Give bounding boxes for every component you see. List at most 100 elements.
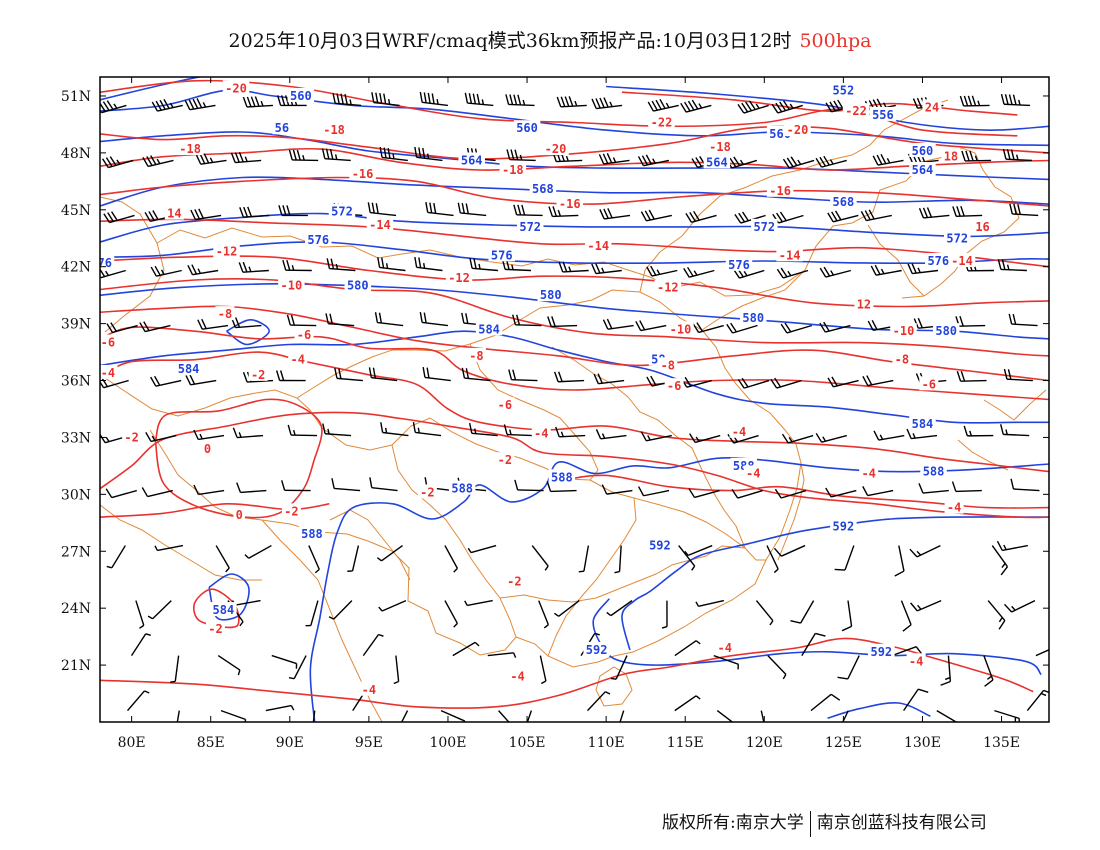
wind-barb (819, 266, 852, 278)
temperature-contour (558, 474, 1049, 509)
contour-label-bg (892, 351, 912, 366)
contour-label-bg (508, 668, 528, 683)
wind-barb (640, 209, 672, 222)
wind-barb (150, 265, 182, 277)
temperature-contour-label: -4 (909, 654, 923, 668)
wind-barb (154, 544, 184, 552)
height-contour-label: 576 (728, 258, 750, 272)
wind-barb (334, 368, 363, 382)
lon-tick-label: 100E (429, 735, 466, 751)
contour-label-bg (248, 366, 268, 381)
height-contour-label: 588 (923, 465, 945, 479)
temperature-contour (193, 588, 240, 629)
contour-label-bg (646, 537, 674, 552)
height-contour-label: 584 (178, 362, 200, 376)
contour-label-bg (654, 279, 682, 294)
temperature-contour-label: -2 (507, 575, 521, 589)
wind-barb (508, 369, 538, 382)
wind-barb (271, 654, 298, 669)
wind-barb (692, 322, 724, 334)
contour-label-bg (294, 327, 314, 341)
contour-label-bg (909, 142, 936, 157)
temperature-contour (154, 398, 323, 519)
temperature-contour-label: -10 (893, 324, 915, 338)
height-contour (309, 457, 1049, 722)
wind-barb (506, 149, 536, 162)
wind-barb (737, 377, 770, 389)
wind-barb (900, 600, 912, 632)
wind-barb (737, 100, 769, 114)
contour-label-bg (305, 232, 332, 247)
wind-barb (1000, 93, 1031, 107)
wind-barb (135, 600, 145, 629)
wind-barb (959, 95, 990, 107)
wind-barb (457, 202, 487, 217)
wind-barb (275, 370, 306, 382)
wind-barb (678, 545, 696, 571)
wind-barb (368, 367, 398, 382)
wind-barb (469, 257, 499, 272)
wind-barb (591, 97, 623, 110)
wind-barb (145, 431, 177, 443)
contour-label-bg (537, 287, 565, 302)
footer-left: 版权所有:南京大学 (662, 813, 804, 833)
wind-barb (312, 710, 316, 722)
contour-label-bg (583, 641, 610, 656)
wind-barb (539, 655, 547, 685)
wind-barb (414, 256, 443, 272)
temperature-contour-label: -4 (534, 427, 548, 441)
wind-barb (106, 545, 126, 569)
wind-barb (265, 704, 295, 712)
wind-barb (1009, 203, 1039, 217)
wind-barb (606, 600, 633, 617)
wind-barb (170, 655, 180, 683)
wind-barb (308, 545, 320, 574)
contour-label-bg (417, 484, 437, 499)
contour-label-bg (359, 681, 379, 696)
contour-label-bg (100, 334, 118, 349)
contour-label-bg (488, 247, 515, 262)
lat-tick-label: 21N (61, 658, 91, 674)
height-contour-label: 588 (451, 482, 473, 496)
wind-barb (827, 210, 859, 223)
temperature-contour-label: -6 (922, 377, 936, 391)
temperature-contour-label: -18 (502, 163, 524, 177)
wind-barb (780, 322, 813, 334)
wind-barb (647, 98, 679, 112)
wind-barb (983, 655, 994, 687)
wind-barb (468, 422, 498, 437)
wind-barb (422, 367, 451, 382)
contour-label-bg (278, 277, 305, 292)
wind-barb (215, 545, 230, 573)
contour-label-bg (176, 141, 204, 156)
lat-tick-label: 30N (61, 487, 91, 503)
contour-label-bg (776, 247, 803, 262)
wind-barb (371, 92, 400, 107)
wind-barb (126, 690, 150, 712)
height-contour-label: 560 (912, 144, 934, 158)
temperature-contour (100, 351, 1049, 473)
lon-tick-label: 105E (509, 735, 546, 751)
wind-barb (538, 600, 550, 629)
height-contour-label: 592 (649, 539, 671, 553)
wind-barb (790, 600, 815, 624)
wind-barb (837, 655, 860, 680)
temperature-contour-label: -14 (951, 254, 973, 268)
contour-label-bg (281, 503, 301, 518)
wind-barb (918, 207, 950, 219)
wind-barb (103, 211, 135, 224)
lon-tick-label: 85E (197, 735, 225, 751)
wind-barb (503, 424, 534, 437)
wind-barb (464, 599, 493, 607)
lon-tick-label: 125E (825, 735, 862, 751)
height-contour-label: 564 (706, 155, 728, 169)
lon-tick-label: 130E (904, 735, 941, 751)
contour-label-bg (448, 480, 476, 495)
temperature-contour-label: -2 (208, 622, 222, 636)
wind-barb (288, 655, 307, 680)
wind-barb (553, 600, 580, 617)
wind-barb (331, 478, 361, 492)
contour-label-bg (667, 321, 694, 336)
wind-barb (184, 98, 216, 111)
contour-label-bg (906, 653, 926, 668)
